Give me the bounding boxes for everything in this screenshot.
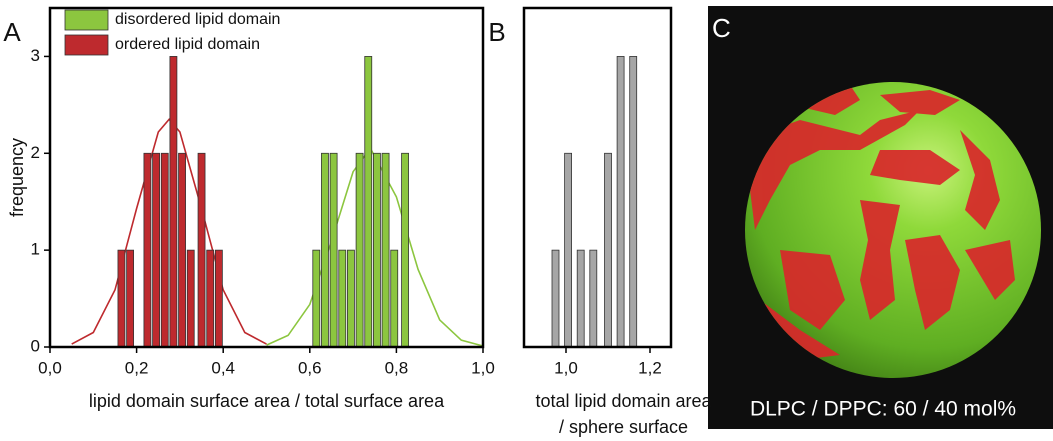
bar <box>312 249 321 348</box>
legend-swatch <box>64 34 109 56</box>
bar <box>604 152 612 348</box>
bar <box>186 249 195 348</box>
x-tick-label: 0,2 <box>125 358 149 377</box>
x-tick-label: 0,0 <box>38 358 62 377</box>
ordered-domains <box>745 85 1015 360</box>
bar <box>576 249 585 348</box>
bar <box>589 249 598 348</box>
x-tick-label: 1,2 <box>638 358 662 377</box>
bar <box>551 249 560 348</box>
fit-curve <box>71 118 267 345</box>
chart: A 0,0 0,2 0,4 0,6 0,8 1,0 0 1 2 3 lipid domain surf… <box>3 6 495 411</box>
x-tick-label: 0,8 <box>385 358 409 377</box>
chart: B 1,0 1,2 total lipid domain area / sphere s… <box>488 6 713 437</box>
bar <box>197 152 206 348</box>
legend-label: ordered lipid domain <box>115 36 260 53</box>
y-tick-label: 2 <box>31 143 40 162</box>
x-axis-label: lipid domain surface area / total surfac… <box>89 391 445 411</box>
plot-frame <box>522 6 673 349</box>
bar <box>214 249 223 348</box>
x-axis-label: / sphere surface <box>559 417 688 437</box>
y-tick-label: 3 <box>31 46 40 65</box>
bar <box>338 249 347 348</box>
x-tick-label: 1,0 <box>554 358 578 377</box>
legend-swatch <box>64 9 109 31</box>
x-axis-label: total lipid domain area <box>535 391 712 411</box>
bar <box>178 152 186 348</box>
bar <box>143 152 152 348</box>
bar <box>160 152 169 348</box>
image-caption: DLPC / DPPC: 60 / 40 mol% <box>750 398 1016 421</box>
bar <box>355 152 364 348</box>
bar <box>347 249 355 348</box>
panel-label: B <box>488 17 505 47</box>
x-tick-label: 0,6 <box>298 358 322 377</box>
panel-label: A <box>3 17 21 47</box>
bar <box>206 249 215 348</box>
bar <box>564 152 572 348</box>
bar <box>329 152 338 348</box>
bar <box>117 249 126 348</box>
legend-label: disordered lipid domain <box>115 11 280 28</box>
y-tick-label: 0 <box>31 336 40 355</box>
bar <box>373 152 381 348</box>
x-tick-label: 1,0 <box>471 358 495 377</box>
y-tick-label: 1 <box>31 240 40 259</box>
bar <box>616 56 625 348</box>
bar <box>401 152 409 348</box>
plot-frame <box>48 6 485 349</box>
bar <box>364 56 373 348</box>
bar <box>390 249 399 348</box>
x-tick-label: 0,4 <box>211 358 235 377</box>
bar <box>381 152 390 348</box>
bar <box>126 249 135 348</box>
bar <box>629 56 638 348</box>
y-axis-label: frequency <box>7 138 27 217</box>
panel-label: C <box>712 13 731 43</box>
bar <box>169 56 178 348</box>
panel-c: C DLPC / DPPC: 60 / 40 mol% <box>708 6 1053 429</box>
bar <box>152 152 160 348</box>
bar <box>321 152 329 348</box>
